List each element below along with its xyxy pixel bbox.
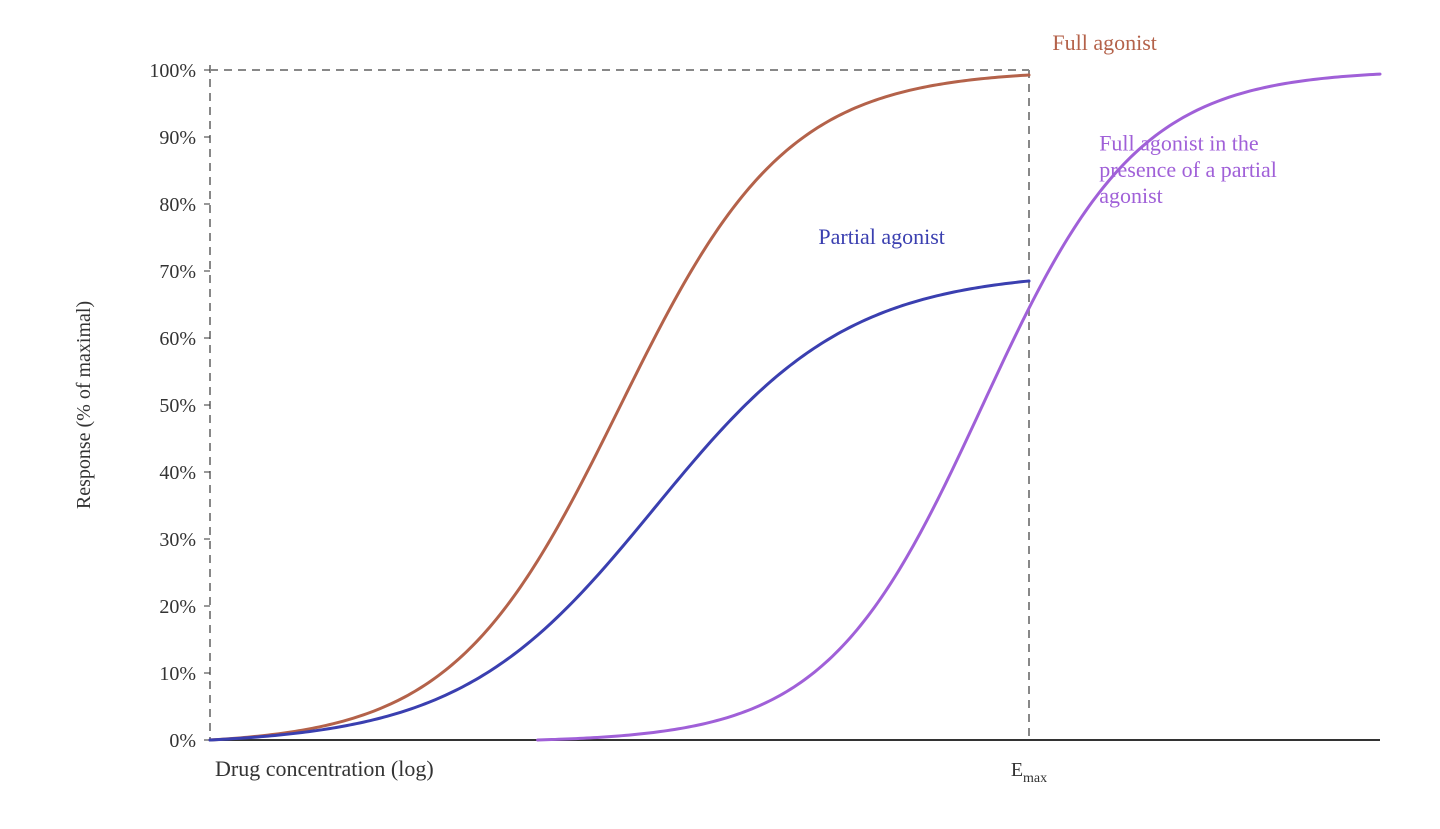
y-tick-label: 80% — [159, 194, 196, 216]
label-partial_agonist: Partial agonist — [818, 224, 944, 249]
y-tick-label: 40% — [159, 462, 196, 484]
y-tick-label: 10% — [159, 663, 196, 685]
x-axis-label: Drug concentration (log) — [215, 756, 434, 781]
y-tick-label: 50% — [159, 395, 196, 417]
y-tick-label: 70% — [159, 261, 196, 283]
y-tick-label: 90% — [159, 127, 196, 149]
y-tick-label: 0% — [169, 730, 196, 752]
chart-bg — [0, 0, 1440, 829]
chart-svg: 0% 10% 20% 30% 40% 50% 60% 70% 80% 90% 100% Respons… — [0, 0, 1440, 829]
y-tick-label: 60% — [159, 328, 196, 350]
y-axis-label: Response (% of maximal) — [73, 301, 95, 509]
y-tick-label: 100% — [149, 60, 196, 82]
dose-response-chart: 0% 10% 20% 30% 40% 50% 60% 70% 80% 90% 100% Respons… — [0, 0, 1440, 829]
label-full_agonist: Full agonist — [1052, 30, 1157, 55]
y-tick-label: 20% — [159, 596, 196, 618]
y-tick-label: 30% — [159, 529, 196, 551]
